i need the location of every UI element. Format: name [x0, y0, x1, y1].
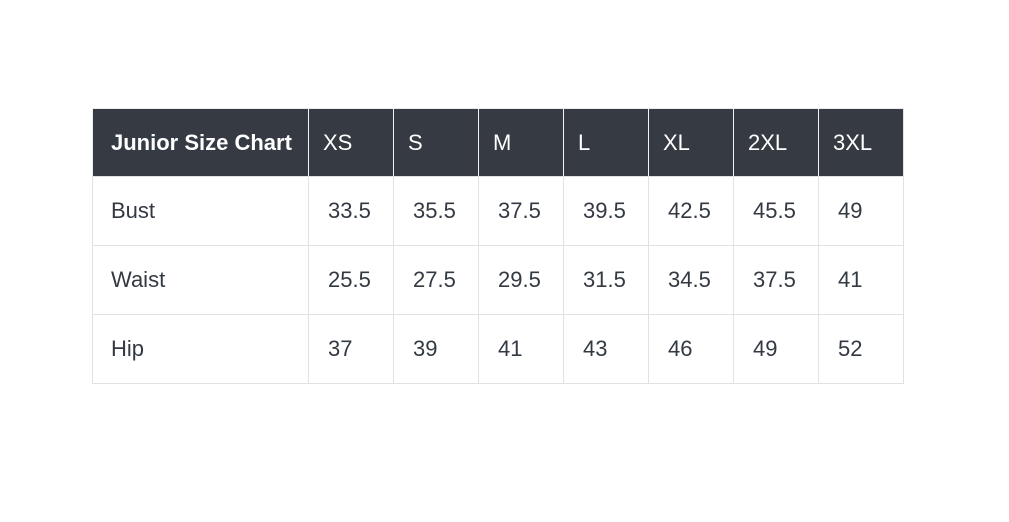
- cell-hip-3xl: 52: [819, 315, 904, 384]
- row-label-bust: Bust: [92, 177, 309, 246]
- col-header-xl: XL: [649, 108, 734, 177]
- table-row-waist: Waist 25.5 27.5 29.5 31.5 34.5 37.5 41: [92, 246, 904, 315]
- cell-bust-xl: 42.5: [649, 177, 734, 246]
- cell-waist-2xl: 37.5: [734, 246, 819, 315]
- table-title: Junior Size Chart: [92, 108, 309, 177]
- cell-waist-m: 29.5: [479, 246, 564, 315]
- cell-bust-3xl: 49: [819, 177, 904, 246]
- cell-waist-xs: 25.5: [309, 246, 394, 315]
- cell-hip-xl: 46: [649, 315, 734, 384]
- junior-size-chart-table: Junior Size Chart XS S M L XL 2XL 3XL Bu…: [92, 108, 904, 384]
- row-label-hip: Hip: [92, 315, 309, 384]
- cell-bust-l: 39.5: [564, 177, 649, 246]
- table-row-bust: Bust 33.5 35.5 37.5 39.5 42.5 45.5 49: [92, 177, 904, 246]
- table-row-hip: Hip 37 39 41 43 46 49 52: [92, 315, 904, 384]
- cell-bust-xs: 33.5: [309, 177, 394, 246]
- col-header-2xl: 2XL: [734, 108, 819, 177]
- cell-bust-2xl: 45.5: [734, 177, 819, 246]
- cell-hip-l: 43: [564, 315, 649, 384]
- cell-bust-m: 37.5: [479, 177, 564, 246]
- row-label-waist: Waist: [92, 246, 309, 315]
- col-header-3xl: 3XL: [819, 108, 904, 177]
- cell-waist-s: 27.5: [394, 246, 479, 315]
- col-header-s: S: [394, 108, 479, 177]
- col-header-l: L: [564, 108, 649, 177]
- cell-waist-3xl: 41: [819, 246, 904, 315]
- cell-hip-s: 39: [394, 315, 479, 384]
- cell-hip-xs: 37: [309, 315, 394, 384]
- col-header-m: M: [479, 108, 564, 177]
- cell-hip-m: 41: [479, 315, 564, 384]
- col-header-xs: XS: [309, 108, 394, 177]
- cell-waist-xl: 34.5: [649, 246, 734, 315]
- cell-bust-s: 35.5: [394, 177, 479, 246]
- cell-hip-2xl: 49: [734, 315, 819, 384]
- cell-waist-l: 31.5: [564, 246, 649, 315]
- header-row: Junior Size Chart XS S M L XL 2XL 3XL: [92, 108, 904, 177]
